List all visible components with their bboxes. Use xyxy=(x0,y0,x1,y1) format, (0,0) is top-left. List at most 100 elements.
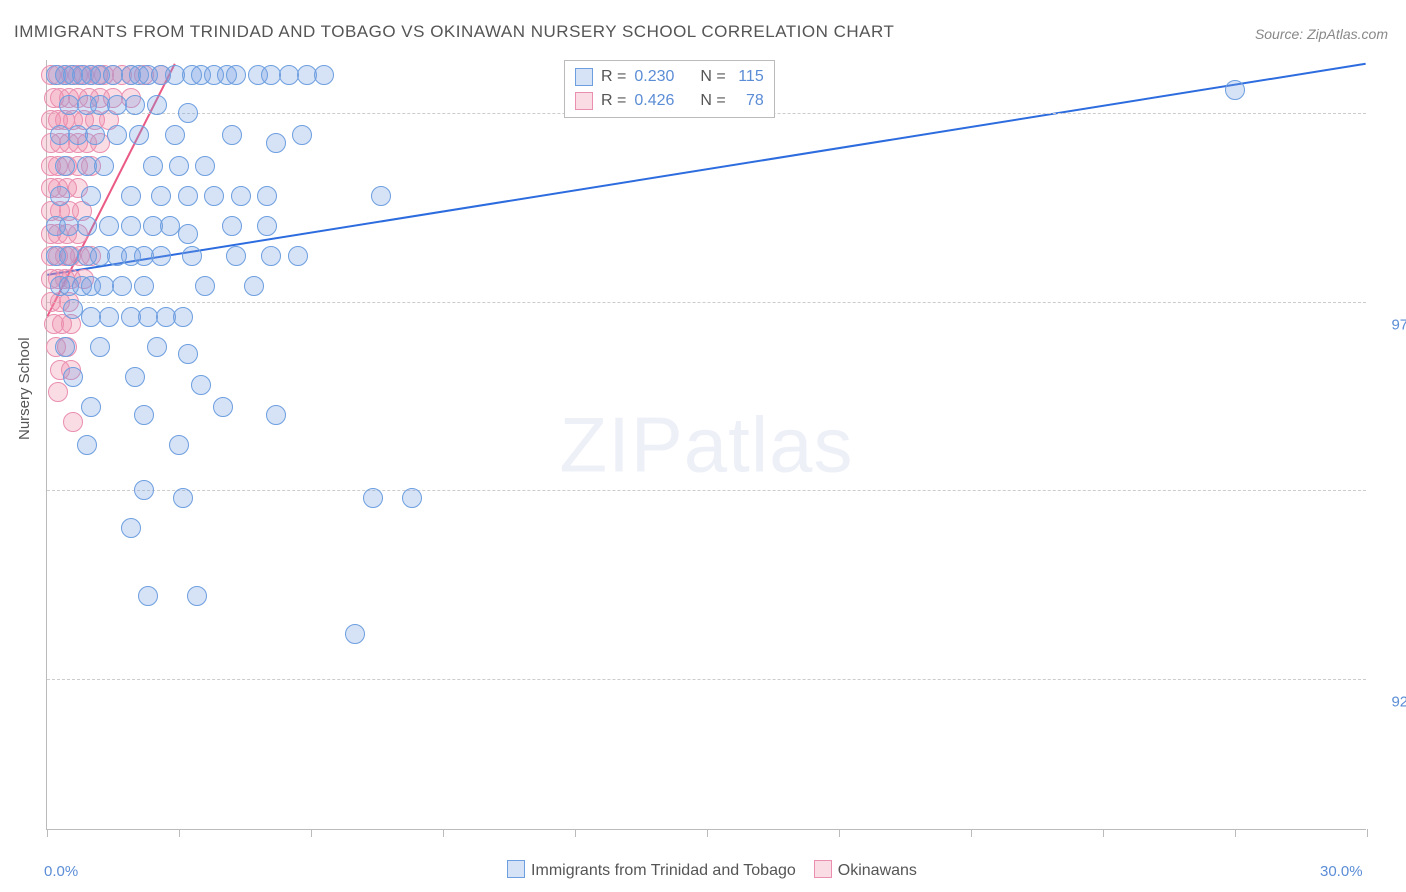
trendlines-svg xyxy=(47,60,1366,829)
data-point xyxy=(85,125,105,145)
data-point xyxy=(187,586,207,606)
y-tick-label: 97.5% xyxy=(1391,316,1406,333)
data-point xyxy=(178,186,198,206)
data-point xyxy=(134,405,154,425)
data-point xyxy=(143,156,163,176)
data-point xyxy=(402,488,422,508)
legend-n-label: N = xyxy=(700,89,725,113)
data-point xyxy=(292,125,312,145)
data-point xyxy=(178,224,198,244)
data-point xyxy=(112,276,132,296)
data-point xyxy=(345,624,365,644)
x-tick xyxy=(311,829,312,837)
data-point xyxy=(191,375,211,395)
x-tick xyxy=(1235,829,1236,837)
legend-swatch xyxy=(575,68,593,86)
data-point xyxy=(77,435,97,455)
data-point xyxy=(226,65,246,85)
data-point xyxy=(107,125,127,145)
gridline xyxy=(47,679,1366,680)
y-axis-label: Nursery School xyxy=(16,337,33,440)
x-tick xyxy=(179,829,180,837)
data-point xyxy=(178,344,198,364)
x-tick xyxy=(575,829,576,837)
data-point xyxy=(121,518,141,538)
data-point xyxy=(94,156,114,176)
data-point xyxy=(195,276,215,296)
data-point xyxy=(266,133,286,153)
data-point xyxy=(147,337,167,357)
gridline xyxy=(47,490,1366,491)
data-point xyxy=(121,216,141,236)
data-point xyxy=(288,246,308,266)
data-point xyxy=(226,246,246,266)
data-point xyxy=(261,246,281,266)
data-point xyxy=(1225,80,1245,100)
data-point xyxy=(138,586,158,606)
legend-r-value: 0.426 xyxy=(634,89,674,113)
data-point xyxy=(257,186,277,206)
data-point xyxy=(151,186,171,206)
data-point xyxy=(99,216,119,236)
data-point xyxy=(257,216,277,236)
data-point xyxy=(169,435,189,455)
legend-correlation-box: R =0.230N =115R =0.426N =78 xyxy=(564,60,775,118)
data-point xyxy=(151,246,171,266)
data-point xyxy=(266,405,286,425)
legend-r-label: R = xyxy=(601,65,626,89)
data-point xyxy=(50,186,70,206)
data-point xyxy=(314,65,334,85)
legend-swatch xyxy=(507,860,525,878)
watermark-bold: ZIP xyxy=(559,400,683,488)
data-point xyxy=(173,307,193,327)
data-point xyxy=(231,186,251,206)
data-point xyxy=(204,186,224,206)
data-point xyxy=(147,95,167,115)
data-point xyxy=(363,488,383,508)
data-point xyxy=(134,480,154,500)
legend-n-label: N = xyxy=(700,65,725,89)
legend-series-label: Immigrants from Trinidad and Tobago xyxy=(531,862,796,879)
x-tick-label: 0.0% xyxy=(44,863,78,880)
data-point xyxy=(222,125,242,145)
x-tick xyxy=(707,829,708,837)
data-point xyxy=(371,186,391,206)
watermark: ZIPatlas xyxy=(559,399,853,490)
data-point xyxy=(165,125,185,145)
plot-area: ZIPatlas 92.5%97.5% xyxy=(46,60,1366,830)
data-point xyxy=(129,125,149,145)
data-point xyxy=(121,186,141,206)
data-point xyxy=(55,337,75,357)
data-point xyxy=(48,382,68,402)
legend-row: R =0.230N =115 xyxy=(575,65,764,89)
legend-n-value: 78 xyxy=(734,89,764,113)
x-tick-label: 30.0% xyxy=(1320,863,1363,880)
legend-r-label: R = xyxy=(601,89,626,113)
data-point xyxy=(178,103,198,123)
legend-swatch xyxy=(814,860,832,878)
legend-swatch xyxy=(575,92,593,110)
data-point xyxy=(125,95,145,115)
data-point xyxy=(81,397,101,417)
data-point xyxy=(63,367,83,387)
x-tick xyxy=(443,829,444,837)
data-point xyxy=(63,412,83,432)
data-point xyxy=(55,156,75,176)
data-point xyxy=(222,216,242,236)
data-point xyxy=(90,337,110,357)
source-attribution: Source: ZipAtlas.com xyxy=(1255,26,1388,42)
legend-r-value: 0.230 xyxy=(634,65,674,89)
data-point xyxy=(169,156,189,176)
x-tick xyxy=(47,829,48,837)
data-point xyxy=(125,367,145,387)
y-tick-label: 92.5% xyxy=(1391,694,1406,711)
data-point xyxy=(195,156,215,176)
gridline xyxy=(47,302,1366,303)
data-point xyxy=(182,246,202,266)
data-point xyxy=(77,216,97,236)
x-tick xyxy=(1367,829,1368,837)
data-point xyxy=(99,307,119,327)
watermark-light: atlas xyxy=(684,400,854,488)
x-tick xyxy=(971,829,972,837)
data-point xyxy=(81,186,101,206)
